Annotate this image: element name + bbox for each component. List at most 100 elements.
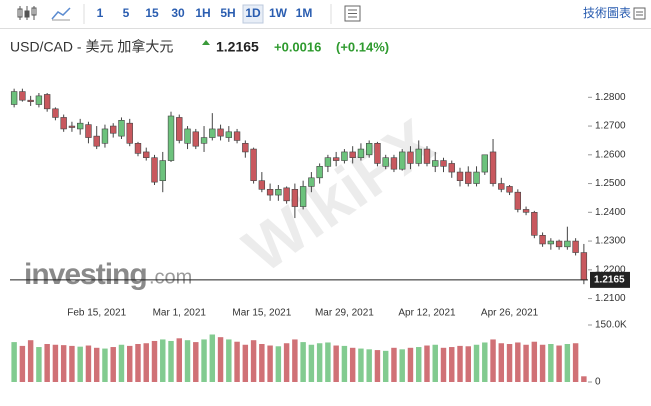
candle-body bbox=[68, 125, 76, 128]
candle-body bbox=[60, 117, 67, 130]
volume-bar bbox=[407, 347, 414, 382]
volume-bar bbox=[349, 347, 356, 382]
settings-icon[interactable] bbox=[344, 5, 361, 22]
candle-body bbox=[473, 171, 480, 184]
volume-bar bbox=[93, 347, 100, 382]
candle-body bbox=[110, 125, 117, 134]
active-interval-box bbox=[242, 4, 264, 24]
volume-bar bbox=[572, 343, 579, 382]
volume-bar bbox=[193, 342, 199, 382]
volume-bar bbox=[308, 344, 315, 382]
volume-bar bbox=[267, 345, 273, 382]
volume-bar bbox=[300, 342, 306, 382]
interval-button[interactable]: 1W bbox=[269, 6, 288, 20]
chart-link-icon[interactable] bbox=[633, 7, 646, 20]
candle-body bbox=[76, 122, 84, 130]
candle-body bbox=[415, 148, 422, 164]
candle-body bbox=[498, 183, 505, 190]
candle-body bbox=[514, 191, 522, 210]
y-tick-label: 1.2400 bbox=[595, 207, 626, 218]
candle-body bbox=[564, 240, 571, 248]
candle-body bbox=[184, 128, 191, 144]
volume-bar bbox=[127, 345, 133, 382]
candle-body bbox=[341, 151, 348, 161]
candle-body bbox=[291, 189, 299, 207]
volume-bar bbox=[391, 347, 397, 382]
candle-body bbox=[555, 240, 563, 248]
candle-body bbox=[242, 143, 249, 153]
candle-icon[interactable] bbox=[17, 6, 37, 20]
last-price: 1.2165 bbox=[216, 39, 259, 55]
candle-body bbox=[522, 209, 530, 213]
line-icon[interactable] bbox=[51, 7, 71, 20]
volume-bar bbox=[333, 345, 339, 382]
volume-bar bbox=[424, 345, 430, 382]
candle-body bbox=[299, 186, 307, 207]
interval-button[interactable]: 15 bbox=[145, 6, 159, 20]
interval-button[interactable]: 1M bbox=[296, 6, 313, 20]
candle-body bbox=[233, 131, 241, 141]
candle-body bbox=[324, 157, 332, 167]
y-tick-label: 1.2600 bbox=[595, 149, 626, 160]
volume-bar bbox=[77, 346, 83, 382]
logo-suffix: .com bbox=[149, 266, 192, 288]
x-tick-label: Apr 12, 2021 bbox=[398, 308, 456, 319]
volume-bar bbox=[564, 344, 571, 382]
candle-body bbox=[151, 157, 158, 183]
volume-bar bbox=[416, 347, 422, 382]
candle-body bbox=[357, 148, 365, 158]
candle-body bbox=[456, 171, 464, 181]
volume-bar bbox=[399, 349, 405, 382]
volume-bar bbox=[176, 338, 182, 382]
candle-body bbox=[448, 163, 455, 173]
candle-body bbox=[432, 160, 439, 167]
volume-bar bbox=[523, 344, 529, 382]
volume-bar bbox=[366, 349, 372, 382]
volume-tick-label: 0 bbox=[595, 377, 601, 388]
candle-body bbox=[275, 189, 282, 196]
volume-bar bbox=[85, 345, 92, 382]
candle-body bbox=[43, 94, 51, 110]
candle-body bbox=[465, 171, 472, 184]
logo-watermark: investing bbox=[24, 258, 147, 291]
interval-button[interactable]: 1D bbox=[245, 6, 261, 20]
interval-button[interactable]: 5H bbox=[220, 6, 235, 20]
volume-bar bbox=[69, 345, 75, 382]
change: +0.0016 bbox=[274, 39, 321, 54]
candle-body bbox=[192, 131, 199, 147]
candle-body bbox=[572, 240, 579, 253]
volume-bar bbox=[449, 347, 455, 382]
y-tick-label: 1.2700 bbox=[595, 121, 626, 132]
x-tick-label: Mar 15, 2021 bbox=[232, 308, 291, 319]
interval-button[interactable]: 1H bbox=[195, 6, 210, 20]
volume-bar bbox=[432, 344, 438, 382]
volume-bar bbox=[44, 344, 50, 382]
interval-button[interactable]: 1 bbox=[97, 6, 104, 20]
candle-body bbox=[382, 157, 389, 167]
volume-bar bbox=[52, 344, 59, 382]
volume-bar bbox=[118, 344, 125, 382]
chart-link[interactable]: 技術圖表 bbox=[583, 6, 631, 20]
interval-button[interactable]: 5 bbox=[123, 6, 130, 20]
x-tick-label: Mar 29, 2021 bbox=[315, 308, 374, 319]
up-arrow bbox=[202, 40, 210, 45]
candle-body bbox=[349, 151, 356, 158]
volume-bar bbox=[60, 345, 67, 382]
candle-body bbox=[159, 160, 166, 181]
volume-bar bbox=[217, 337, 224, 382]
candle-body bbox=[407, 151, 414, 164]
candle-body bbox=[440, 160, 447, 167]
volume-bar bbox=[531, 341, 538, 382]
volume-bar bbox=[440, 347, 447, 382]
volume-tick-label: 150.0K bbox=[595, 320, 627, 331]
candle-body bbox=[531, 212, 538, 236]
volume-bar bbox=[234, 341, 240, 382]
interval-button[interactable]: 30 bbox=[171, 6, 185, 20]
volume-bar bbox=[259, 344, 265, 382]
x-tick-label: Mar 1, 2021 bbox=[153, 308, 207, 319]
candle-body bbox=[85, 124, 92, 138]
candle-body bbox=[134, 143, 142, 154]
volume-bar bbox=[102, 348, 108, 382]
